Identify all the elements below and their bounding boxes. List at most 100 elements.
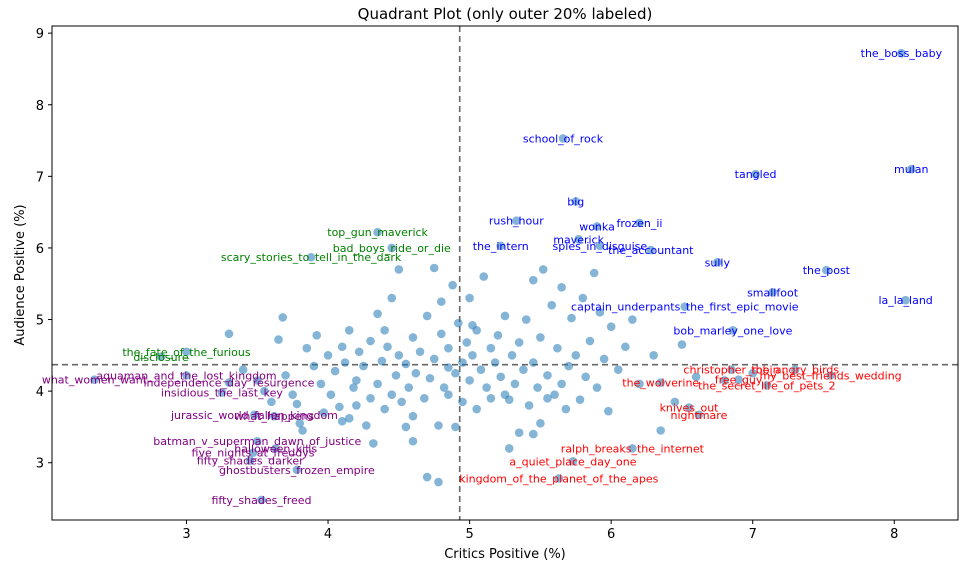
point-label: bob_marley_one_love <box>673 324 792 337</box>
scatter-point <box>319 408 329 417</box>
scatter-point-nightmare <box>694 410 704 420</box>
point-label: independence_day_resurgence <box>144 377 315 390</box>
point-label: the_fate_of_the_furious <box>122 346 251 359</box>
y-tick-label: 4 <box>36 385 44 400</box>
scatter-point <box>337 342 347 352</box>
scatter-point <box>408 333 418 342</box>
point-label: scary_stories_to_tell_in_the_dark <box>221 251 402 264</box>
scatter-point <box>599 354 609 364</box>
scatter-point <box>536 419 545 428</box>
scatter-point-jurassic-world-fallen-kingdom <box>250 410 259 420</box>
scatter-point-spies-in-disguise <box>595 241 605 251</box>
scatter-point <box>500 311 510 321</box>
scatter-point <box>514 338 524 347</box>
scatter-point <box>425 373 435 383</box>
scatter-point <box>578 293 588 303</box>
scatter-point <box>383 342 392 352</box>
scatter-point <box>380 325 389 335</box>
scatter-point <box>369 439 378 448</box>
scatter-point-the-intern <box>496 241 506 251</box>
point-label: school_of_rock <box>523 132 604 145</box>
point-label: maverick <box>553 233 604 246</box>
point-label: nightmare <box>671 409 728 422</box>
scatter-point <box>444 343 453 353</box>
scatter-point <box>377 356 387 366</box>
scatter-point <box>507 351 517 360</box>
point-label: tangled <box>735 168 777 181</box>
y-tick-label: 9 <box>36 27 44 42</box>
point-label: kingdom_of_the_planet_of_the_apes <box>459 472 658 485</box>
scatter-point <box>529 429 538 439</box>
point-label: jurassic_world_fallen_kingdom <box>170 409 338 422</box>
point-label: the_accountant <box>608 244 694 257</box>
scatter-point <box>458 397 467 407</box>
scatter-point <box>472 404 481 414</box>
point-label: what_happens <box>234 410 314 423</box>
scatter-point-the-wolverine <box>656 378 666 387</box>
scatter-point <box>585 336 595 346</box>
scatter-point <box>550 390 559 400</box>
scatter-point <box>465 293 474 303</box>
scatter-point <box>448 280 457 290</box>
scatter-point <box>557 379 566 389</box>
scatter-point-the-angry-birds <box>790 365 800 374</box>
scatter-point-independence-day-resurgence <box>224 378 234 387</box>
scatter-point <box>298 426 307 435</box>
scatter-point <box>436 329 446 339</box>
scatter-point-halloween-kills <box>271 444 280 453</box>
scatter-point-the-accountant <box>646 245 656 255</box>
scatter-point-la-la-land <box>901 295 910 305</box>
scatter-point <box>337 416 347 426</box>
scatter-point <box>533 383 542 392</box>
points-layer <box>90 48 916 505</box>
scatter-point <box>330 366 340 376</box>
scatter-point <box>720 376 729 385</box>
scatter-point <box>260 386 269 396</box>
scatter-point <box>415 347 425 357</box>
scatter-point <box>366 336 375 346</box>
point-label: la_la_land <box>878 294 932 307</box>
divider-layer <box>52 26 958 520</box>
point-label: fifty_shades_freed <box>211 494 311 507</box>
scatter-point <box>514 428 524 437</box>
scatter-point <box>373 379 382 389</box>
point-label: five_nights_at_freddys <box>192 447 315 460</box>
scatter-point <box>401 359 411 369</box>
scatter-point <box>361 421 371 430</box>
y-axis-label: Audience Positive (%) <box>13 204 28 345</box>
scatter-point <box>278 313 288 322</box>
scatter-point <box>444 390 453 400</box>
scatter-point <box>606 322 616 331</box>
scatter-point <box>281 371 290 380</box>
scatter-point <box>529 275 538 285</box>
scatter-point <box>366 393 375 403</box>
scatter-point <box>391 371 401 380</box>
scatter-point <box>656 426 666 435</box>
scatter-point <box>670 397 680 407</box>
scatter-point <box>312 330 322 340</box>
scatter-point <box>595 308 605 317</box>
plot-frame <box>51 25 959 521</box>
scatter-point <box>323 351 333 360</box>
point-label: ralph_breaks_the_internet <box>561 442 705 455</box>
scatter-point <box>326 390 336 400</box>
scatter-point <box>628 315 637 324</box>
point-label: wonka <box>579 220 615 233</box>
scatter-point <box>422 311 432 321</box>
scatter-point <box>482 383 491 392</box>
x-tick-label: 5 <box>465 527 473 542</box>
scatter-point <box>408 436 418 446</box>
scatter-point <box>538 265 548 274</box>
scatter-point <box>274 335 283 344</box>
scatter-point-disclosure <box>156 352 166 362</box>
scatter-point <box>404 383 414 392</box>
scatter-point <box>434 421 443 430</box>
scatter-point-free-guy <box>734 375 743 384</box>
y-tick-label: 8 <box>36 99 44 114</box>
scatter-point <box>380 404 389 414</box>
scatter-point <box>592 383 602 392</box>
y-tick-label: 3 <box>36 457 44 472</box>
point-label: my_best_friends_wedding <box>760 369 902 382</box>
scatter-point-what-happens <box>269 411 279 421</box>
